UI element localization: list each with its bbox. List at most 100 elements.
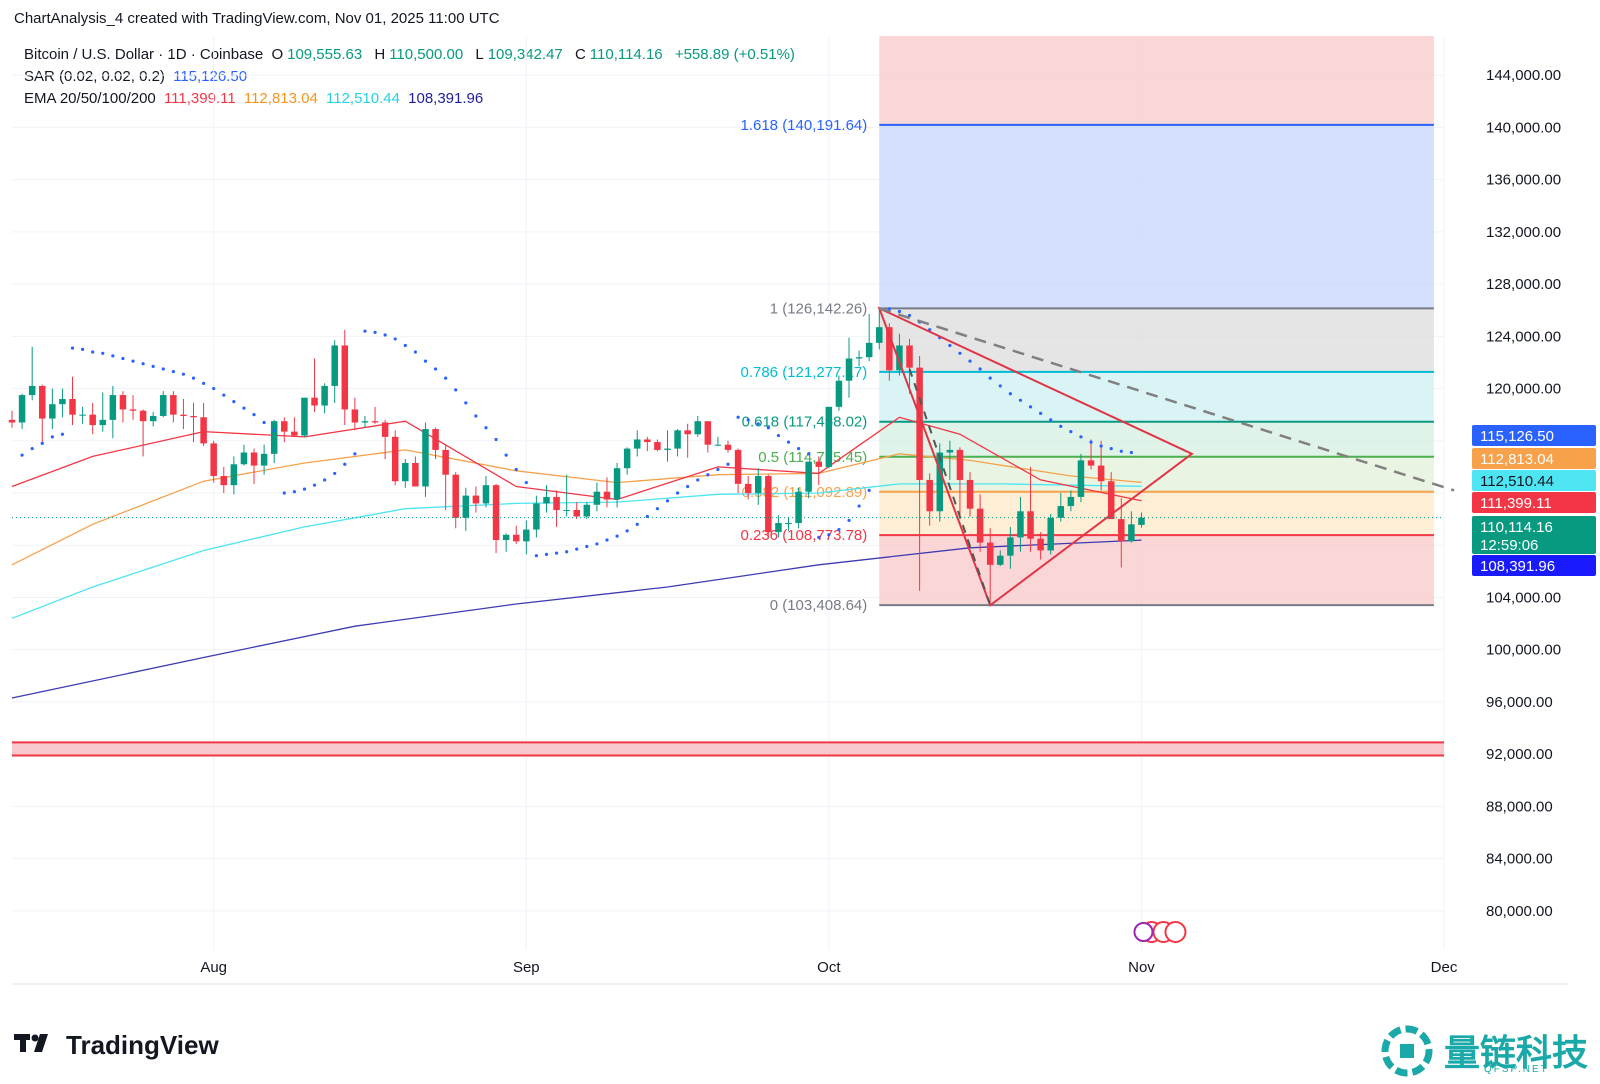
ema100-value: 112,510.44 (326, 90, 400, 107)
candle (916, 355, 923, 591)
sar-dot (484, 426, 488, 430)
candle-body (744, 483, 752, 493)
sar-dot (20, 453, 24, 457)
candle (865, 314, 873, 362)
candle-body (936, 452, 944, 512)
candle (1087, 439, 1095, 470)
candle-body (543, 496, 550, 504)
sar-dot (343, 462, 347, 466)
candle-body (775, 523, 782, 533)
candle-body (341, 345, 349, 410)
candle-body (482, 485, 490, 504)
candle-body (714, 444, 722, 446)
sar-dot (857, 504, 861, 508)
economic-event-icon (1164, 921, 1187, 943)
sar-dot (746, 418, 750, 422)
candle-body (865, 342, 873, 358)
sar-dot (978, 367, 982, 371)
candle-body (291, 431, 298, 436)
ema50-value: 112,813.04 (243, 90, 318, 107)
candle (18, 393, 26, 430)
candle (1138, 512, 1145, 528)
candle (623, 447, 631, 475)
sar-dot (1109, 447, 1113, 451)
candle-body (301, 397, 308, 436)
candle-body (371, 421, 379, 423)
sar-dot (403, 343, 407, 348)
candle (39, 384, 46, 444)
sar-dot (887, 307, 891, 311)
candle-body (311, 397, 318, 406)
price-tag (1472, 470, 1596, 491)
candle-body (997, 555, 1004, 565)
sar-dot (494, 437, 498, 442)
sar-legend[interactable]: SAR (0.02, 0.02, 0.2) 115,126.50 (24, 68, 251, 85)
candle-body (825, 406, 833, 467)
sar-dot (111, 354, 115, 358)
candle (593, 482, 601, 512)
price-tag-countdown: 12:59:06 (1480, 537, 1538, 554)
candle-body (220, 476, 228, 486)
candle (270, 419, 278, 463)
candle (755, 468, 762, 505)
sar-dot (363, 329, 367, 333)
candle-body (1067, 496, 1075, 507)
candle (1077, 453, 1085, 503)
fib-label-0.236: 0.236 (108,773.78) (740, 527, 867, 544)
sar-dot (474, 414, 478, 418)
candle-body (1017, 511, 1024, 538)
candle-body (684, 430, 691, 435)
sar-dot (30, 447, 34, 451)
candle (391, 430, 399, 486)
ema200-value: 108,391.96 (408, 90, 484, 107)
price-tag (1472, 492, 1596, 513)
sar-dot (514, 467, 518, 472)
candle (714, 436, 722, 446)
sar-dot (161, 367, 165, 371)
candle-body (795, 491, 802, 524)
sar-dot (1018, 398, 1023, 402)
candle-body (39, 385, 46, 419)
sar-dot (554, 551, 559, 555)
sar-dot (716, 467, 720, 472)
y-tick-label: 120,000.00 (1486, 381, 1561, 398)
candle-body (533, 503, 540, 530)
sar-dot (413, 350, 417, 354)
candle (1037, 532, 1044, 560)
ema-legend[interactable]: EMA 20/50/100/200 111,399.11 112,813.04 … (24, 90, 487, 107)
fib-label-0.786: 0.786 (121,277.17) (740, 364, 867, 381)
sar-dot (565, 550, 569, 554)
sar-dot (1059, 424, 1063, 429)
candle-body (149, 415, 157, 422)
symbol-name[interactable]: Bitcoin / U.S. Dollar · 1D · Coinbase (24, 46, 264, 63)
candle (563, 474, 570, 517)
fib-zone-1 (879, 124, 1434, 309)
candle-body (815, 461, 823, 467)
candle-body (18, 395, 26, 423)
candle-body (129, 409, 137, 411)
candle-body (160, 395, 167, 416)
candle (1067, 490, 1075, 512)
candle-body (633, 439, 641, 449)
candle (805, 461, 812, 499)
sar-dot (635, 522, 639, 526)
sar-dot (333, 471, 337, 476)
candle (765, 474, 772, 537)
sar-dot (907, 313, 912, 318)
sar-dot (827, 533, 831, 537)
fib-label-0.382: 0.382 (112,092.89) (742, 484, 868, 501)
candle-body (855, 357, 863, 359)
candle-body (926, 479, 933, 512)
x-tick-label: Oct (817, 959, 841, 976)
sar-dot (786, 440, 791, 444)
candle-body (1107, 481, 1115, 520)
sar-dot (323, 478, 327, 482)
candle-body (613, 468, 621, 500)
sar-dot (524, 480, 528, 485)
candle-body (8, 419, 16, 423)
candle-body (805, 461, 812, 492)
candle-body (170, 395, 177, 415)
candle (533, 495, 540, 538)
candle-body (89, 414, 96, 426)
